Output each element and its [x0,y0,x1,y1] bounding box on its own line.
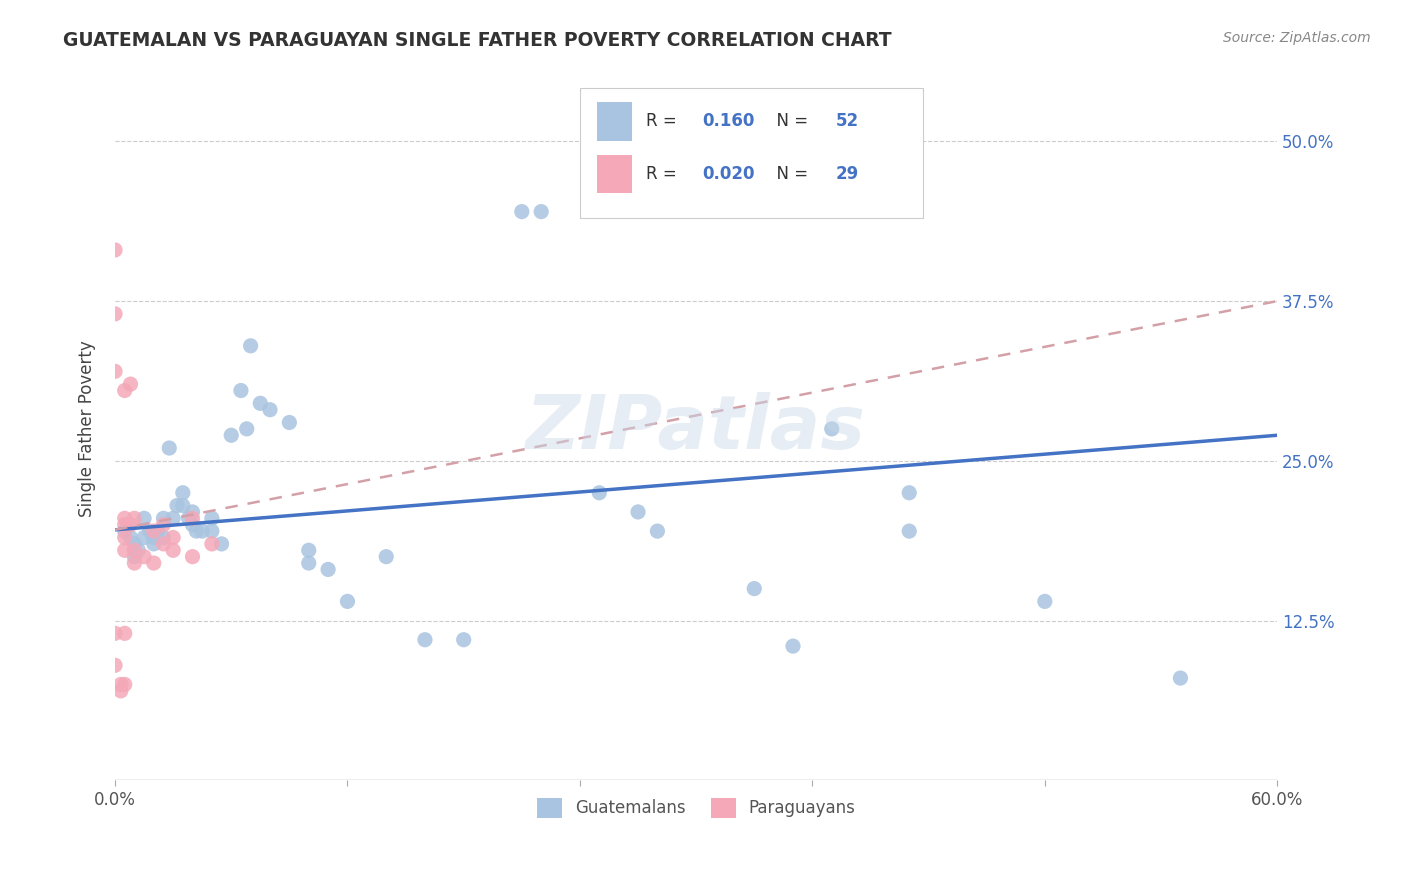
Text: N =: N = [766,112,813,130]
Y-axis label: Single Father Poverty: Single Father Poverty [79,341,96,517]
Point [821,422,844,436]
Point [201,524,224,538]
Point [298,556,321,570]
Point [114,531,136,545]
Point [152,517,174,532]
Point [114,677,136,691]
Point [219,428,242,442]
Point [191,524,214,538]
Point [142,524,165,538]
Point [114,384,136,398]
Point [152,511,174,525]
Point [127,543,149,558]
Point [510,204,533,219]
Point [782,639,804,653]
Point [211,537,233,551]
Text: 52: 52 [835,112,859,130]
Point [124,549,146,564]
Point [898,485,921,500]
Point [114,524,136,538]
Point [413,632,436,647]
Point [120,517,142,532]
Point [132,511,155,525]
Point [152,537,174,551]
Legend: Guatemalans, Paraguayans: Guatemalans, Paraguayans [530,791,862,825]
Point [142,537,165,551]
Point [162,531,184,545]
Point [181,517,204,532]
Point [104,307,127,321]
Point [298,543,321,558]
Point [278,416,301,430]
Point [132,549,155,564]
Point [124,511,146,525]
Text: 0.160: 0.160 [702,112,755,130]
Bar [598,154,633,194]
Point [235,422,257,436]
Point [177,511,200,525]
Point [201,511,224,525]
Point [132,531,155,545]
Point [249,396,271,410]
Point [898,524,921,538]
Point [142,531,165,545]
Point [124,537,146,551]
Point [627,505,650,519]
Text: R =: R = [647,112,682,130]
Point [742,582,765,596]
Point [181,505,204,519]
Point [104,658,127,673]
Point [146,524,169,538]
Point [259,402,281,417]
Point [453,632,475,647]
Point [139,524,162,538]
Point [172,499,194,513]
FancyBboxPatch shape [579,88,922,218]
Point [114,517,136,532]
Point [162,543,184,558]
Point [124,556,146,570]
Point [124,543,146,558]
Point [201,537,224,551]
Point [120,377,142,392]
Text: 0.020: 0.020 [702,165,755,183]
Point [181,549,204,564]
Point [588,485,610,500]
Point [530,204,553,219]
Point [316,562,339,576]
Point [114,543,136,558]
Point [110,677,132,691]
Text: ZIPatlas: ZIPatlas [526,392,866,466]
Point [229,384,252,398]
Point [114,511,136,525]
Point [166,499,188,513]
Point [1033,594,1056,608]
Point [114,626,136,640]
Point [375,549,398,564]
Bar [598,102,633,141]
Text: N =: N = [766,165,813,183]
Point [186,524,208,538]
Point [181,511,204,525]
Point [110,683,132,698]
Point [152,531,174,545]
Text: 29: 29 [835,165,859,183]
Point [120,531,142,545]
Text: R =: R = [647,165,682,183]
Point [647,524,669,538]
Point [336,594,359,608]
Point [239,339,262,353]
Point [142,556,165,570]
Text: Source: ZipAtlas.com: Source: ZipAtlas.com [1223,31,1371,45]
Point [157,441,180,455]
Point [104,364,127,378]
Point [162,511,184,525]
Point [104,626,127,640]
Point [172,485,194,500]
Point [1170,671,1192,685]
Point [104,243,127,257]
Text: GUATEMALAN VS PARAGUAYAN SINGLE FATHER POVERTY CORRELATION CHART: GUATEMALAN VS PARAGUAYAN SINGLE FATHER P… [63,31,891,50]
